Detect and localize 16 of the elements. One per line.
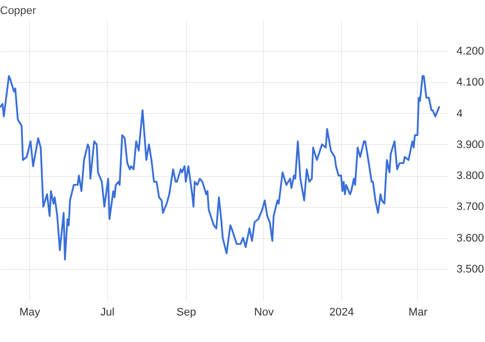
- x-tick-label: Nov: [254, 306, 274, 318]
- y-tick-label: 3.700: [456, 201, 484, 214]
- y-tick-label: 4.100: [456, 76, 484, 89]
- y-tick-label: 3.600: [456, 232, 484, 244]
- x-tick-label: Sep: [176, 306, 196, 318]
- x-tick-label: May: [19, 306, 41, 318]
- y-tick-label: 4: [456, 108, 463, 120]
- x-tick-label: Mar: [408, 306, 428, 318]
- y-tick-label: 3.500: [456, 263, 484, 276]
- x-tick-label: 2024: [329, 306, 354, 318]
- line-series: [0, 75, 440, 260]
- y-tick-label: 4.200: [456, 46, 484, 58]
- chart-title: Copper: [0, 5, 36, 17]
- x-tick-label: Jul: [100, 306, 114, 318]
- y-tick-label: 3.900: [456, 138, 484, 151]
- y-tick-label: 3.800: [456, 170, 484, 182]
